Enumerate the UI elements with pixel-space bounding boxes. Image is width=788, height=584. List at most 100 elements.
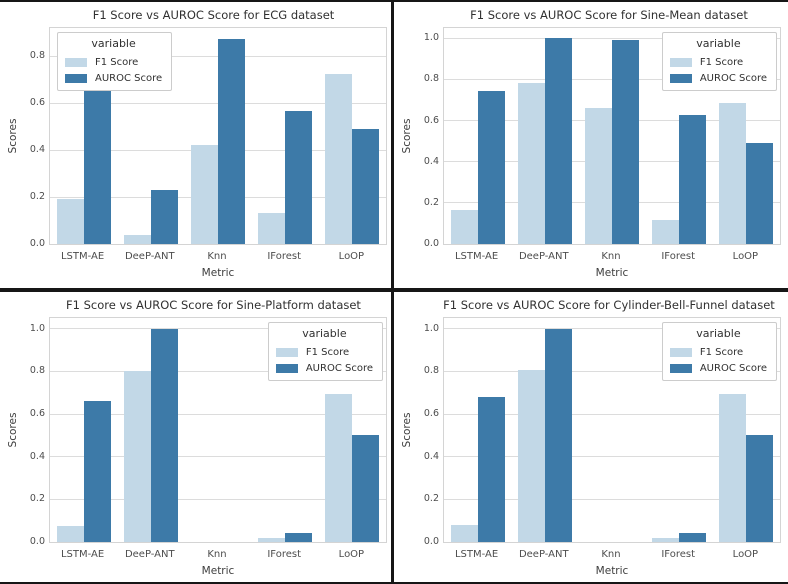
y-tick-label: 0.4: [29, 144, 45, 156]
gridline: [444, 456, 780, 458]
x-tick-label: LoOP: [732, 549, 759, 560]
x-tick-label: DeeP-ANT: [124, 549, 175, 560]
y-tick-label: 0.0: [29, 238, 45, 249]
bar-auroc-score-deep-ant: [150, 190, 178, 244]
bar-f1-score-lstm-ae: [56, 199, 84, 244]
bar-f1-score-knn: [585, 108, 612, 244]
y-tick-label: 1.0: [423, 32, 439, 44]
bar-f1-score-lstm-ae: [450, 210, 478, 244]
y-tick-label: 0.6: [29, 97, 45, 109]
bar-f1-score-lstm-ae: [450, 524, 478, 542]
bar-f1-score-lstm-ae: [56, 526, 84, 542]
legend-item: AUROC Score: [275, 363, 373, 374]
legend-title: variable: [696, 327, 741, 340]
bar-auroc-score-lstm-ae: [477, 90, 505, 244]
x-axis-label: Metric: [595, 267, 629, 279]
x-tick-label: Knn: [601, 549, 621, 560]
y-tick-label: 0.2: [423, 196, 439, 208]
gridline: [444, 498, 780, 500]
legend-title: variable: [696, 37, 741, 50]
legend-title: variable: [91, 37, 136, 50]
bar-auroc-score-knn: [612, 40, 639, 244]
x-axis-label: Metric: [201, 565, 235, 577]
y-tick-label: 0.6: [29, 408, 45, 419]
bar-auroc-score-lstm-ae: [83, 89, 111, 244]
bar-f1-score-iforest: [258, 213, 286, 244]
chart-ecg: F1 Score vs AUROC Score for ECG dataset …: [0, 2, 394, 292]
bar-auroc-score-lstm-ae: [477, 396, 505, 542]
legend: variable F1 Score AUROC Score: [661, 322, 777, 381]
x-tick-label: LoOP: [338, 549, 365, 560]
bar-auroc-score-knn: [218, 38, 245, 244]
bar-auroc-score-iforest: [285, 533, 313, 542]
bar-f1-score-iforest: [652, 537, 680, 542]
x-tick-label: LSTM-AE: [60, 549, 105, 560]
chart-sine-mean: F1 Score vs AUROC Score for Sine-Mean da…: [394, 2, 788, 292]
plot-area: [49, 27, 387, 245]
y-tick-label: 0.8: [29, 365, 45, 377]
gridline: [444, 413, 780, 415]
x-tick-label: LoOP: [732, 251, 759, 262]
bar-f1-score-deep-ant: [123, 234, 151, 244]
chart-title: F1 Score vs AUROC Score for Sine-Mean da…: [470, 8, 748, 22]
legend-label: F1 Score: [699, 57, 744, 68]
y-tick-label: 0.6: [423, 408, 439, 419]
bar-f1-score-iforest: [652, 220, 680, 244]
x-tick-label: Knn: [207, 251, 227, 262]
legend: variable F1 Score AUROC Score: [267, 322, 383, 381]
y-tick-label: 0.6: [423, 114, 439, 126]
legend-swatch-auroc-score: [669, 74, 692, 83]
gridline: [50, 328, 386, 330]
legend-swatch-f1-score: [275, 348, 298, 357]
bar-auroc-score-loop: [746, 143, 774, 244]
bar-f1-score-loop: [719, 393, 747, 542]
legend-label: F1 Score: [699, 347, 744, 358]
bar-auroc-score-iforest: [679, 115, 707, 244]
bar-auroc-score-deep-ant: [544, 38, 572, 244]
chart-cylinder-bell-funnel: F1 Score vs AUROC Score for Cylinder-Bel…: [394, 292, 788, 582]
y-tick-label: 0.4: [423, 155, 439, 167]
y-tick-label: 0.4: [29, 450, 45, 462]
x-axis-label: Metric: [595, 565, 629, 577]
bar-f1-score-loop: [719, 103, 747, 244]
bar-f1-score-iforest: [258, 537, 286, 542]
x-tick-label: DeeP-ANT: [518, 549, 569, 560]
bar-auroc-score-deep-ant: [150, 328, 178, 542]
y-tick-label: 0.2: [29, 493, 45, 505]
legend-label: AUROC Score: [699, 73, 767, 84]
x-axis-label: Metric: [201, 267, 235, 279]
y-tick-label: 0.8: [29, 50, 45, 62]
y-tick-label: 0.8: [423, 73, 439, 85]
x-tick-label: LSTM-AE: [454, 251, 499, 262]
legend-label: F1 Score: [305, 347, 350, 358]
legend-swatch-f1-score: [65, 58, 87, 67]
y-tick-label: 0.0: [423, 238, 439, 249]
bar-auroc-score-iforest: [285, 111, 313, 244]
x-tick-label: LSTM-AE: [454, 549, 499, 560]
gridline: [444, 370, 780, 372]
y-tick-label: 0.4: [423, 450, 439, 462]
x-tick-label: LSTM-AE: [60, 251, 105, 262]
legend-label: AUROC Score: [95, 73, 163, 84]
legend-label: AUROC Score: [699, 363, 767, 374]
bar-f1-score-deep-ant: [517, 370, 545, 542]
x-tick-label: Knn: [601, 251, 621, 262]
legend-swatch-auroc-score: [65, 74, 87, 83]
bar-f1-score-knn: [191, 145, 218, 244]
gridline: [50, 456, 386, 458]
bar-auroc-score-lstm-ae: [83, 401, 111, 542]
bar-f1-score-deep-ant: [517, 82, 545, 244]
x-tick-label: DeeP-ANT: [124, 251, 175, 262]
legend-label: F1 Score: [95, 57, 139, 68]
x-tick-label: Knn: [207, 549, 227, 560]
legend-swatch-auroc-score: [669, 364, 692, 373]
bar-f1-score-loop: [325, 73, 353, 244]
chart-title: F1 Score vs AUROC Score for ECG dataset: [92, 8, 335, 22]
chart-title: F1 Score vs AUROC Score for Sine-Platfor…: [66, 298, 361, 312]
legend-label: AUROC Score: [305, 363, 373, 374]
bar-f1-score-loop: [325, 393, 353, 542]
plot-area: [443, 27, 781, 245]
legend-item: AUROC Score: [669, 73, 767, 84]
x-tick-label: IForest: [661, 251, 695, 262]
y-tick-label: 0.0: [29, 536, 45, 547]
